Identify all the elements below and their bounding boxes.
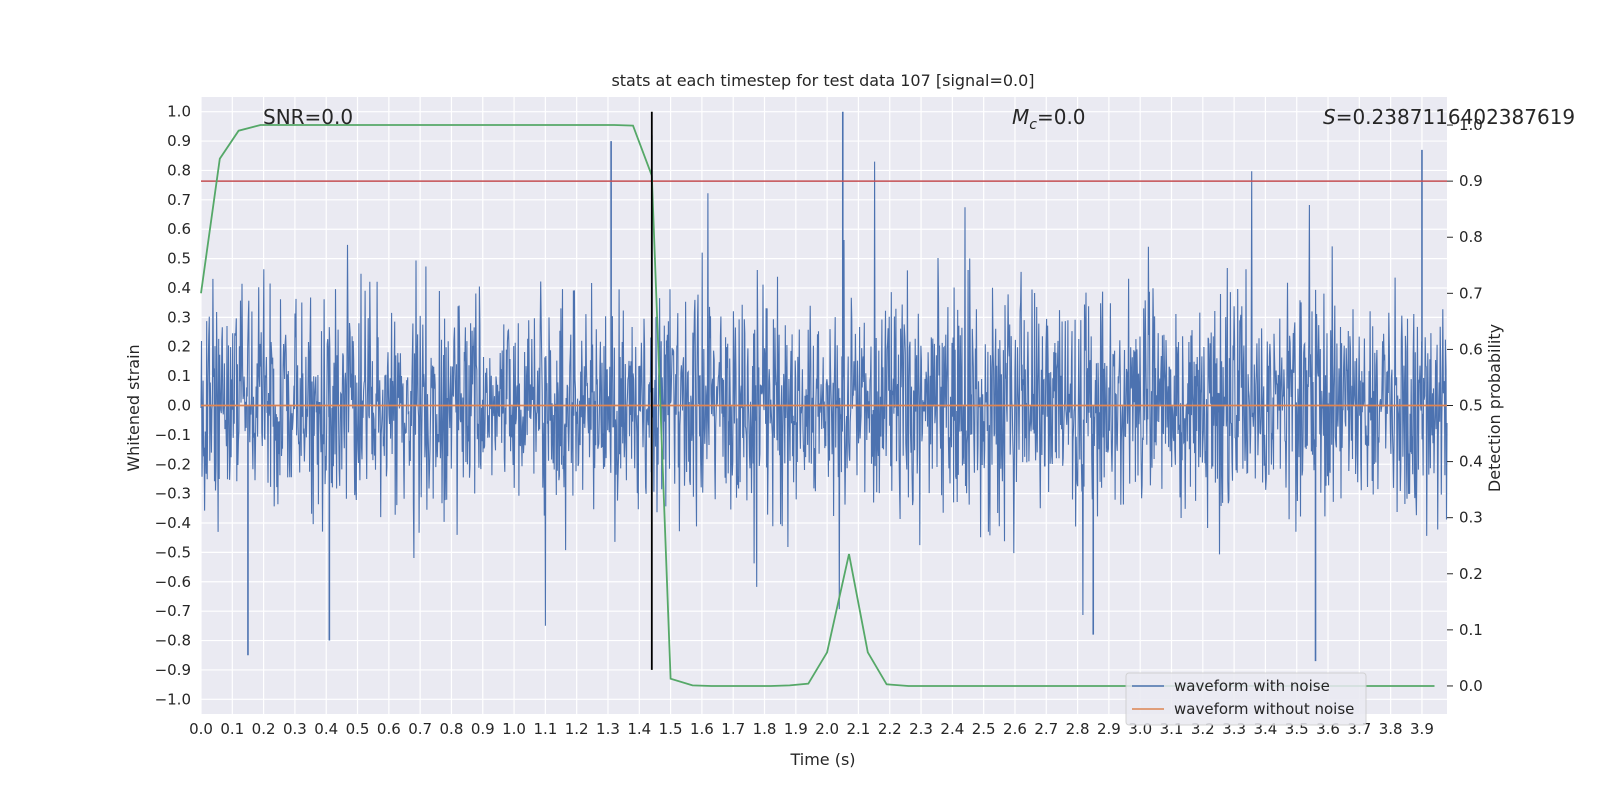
- x-tick-label: 0.1: [220, 720, 244, 738]
- y-axis-label: Whitened strain: [124, 344, 143, 471]
- s-symbol: S: [1323, 105, 1336, 129]
- mc-value: =0.0: [1037, 105, 1086, 129]
- x-tick-label: 1.6: [690, 720, 714, 738]
- y-tick-label: −0.7: [155, 602, 191, 620]
- x-tick-label: 1.8: [753, 720, 777, 738]
- y-tick-label: 1.0: [167, 103, 191, 121]
- y-tick-label: −0.1: [155, 426, 191, 444]
- x-tick-label: 0.6: [377, 720, 401, 738]
- x-tick-label: 3.8: [1379, 720, 1403, 738]
- x-tick-label: 1.9: [784, 720, 808, 738]
- y2-tick-label: 0.9: [1459, 172, 1483, 190]
- legend-label-noise: waveform with noise: [1174, 677, 1330, 695]
- x-tick-label: 2.7: [1034, 720, 1058, 738]
- x-tick-label: 0.5: [346, 720, 370, 738]
- x-tick-label: 1.3: [596, 720, 620, 738]
- y-tick-label: 0.3: [167, 308, 191, 326]
- y-tick-label: 0.1: [167, 367, 191, 385]
- y-tick-label: 0.8: [167, 161, 191, 179]
- x-tick-label: 0.0: [189, 720, 213, 738]
- chart-title: stats at each timestep for test data 107…: [611, 71, 1034, 90]
- mc-symbol: M: [1012, 105, 1029, 129]
- x-tick-label: 2.4: [940, 720, 964, 738]
- y2-tick-label: 0.5: [1459, 397, 1483, 415]
- y2-axis-label: Detection probability: [1485, 324, 1504, 492]
- y-tick-label: −0.5: [155, 543, 191, 561]
- x-tick-label: 2.3: [909, 720, 933, 738]
- x-tick-label: 2.2: [878, 720, 902, 738]
- y2-tick-label: 0.6: [1459, 340, 1483, 358]
- y2-tick-label: 0.3: [1459, 509, 1483, 527]
- snr-annotation: SNR=0.0: [263, 105, 353, 129]
- legend: waveform with noise waveform without noi…: [1125, 672, 1367, 726]
- y-tick-label: 0.9: [167, 132, 191, 150]
- y-tick-label: 0.2: [167, 338, 191, 356]
- x-axis-label: Time (s): [789, 750, 855, 769]
- y-tick-label: 0.7: [167, 191, 191, 209]
- y-tick-label: 0.5: [167, 250, 191, 268]
- y-tick-label: −1.0: [155, 690, 191, 708]
- x-tick-label: 0.3: [283, 720, 307, 738]
- x-tick-label: 2.5: [972, 720, 996, 738]
- y-tick-label: −0.2: [155, 455, 191, 473]
- x-tick-label: 1.2: [565, 720, 589, 738]
- x-tick-label: 0.2: [252, 720, 276, 738]
- x-tick-label: 1.4: [627, 720, 651, 738]
- y-tick-label: −0.9: [155, 661, 191, 679]
- x-tick-label: 2.9: [1097, 720, 1121, 738]
- waveform-with-noise-line: [200, 161, 1448, 626]
- y-tick-label: −0.8: [155, 632, 191, 650]
- y2-tick-label: 0.7: [1459, 284, 1483, 302]
- y2-tick-label: 0.4: [1459, 453, 1483, 471]
- x-tick-label: 3.9: [1410, 720, 1434, 738]
- y2-tick-label: 0.0: [1459, 677, 1483, 695]
- mc-subscript: c: [1029, 117, 1037, 133]
- s-annotation: S=0.2387116402387619: [1323, 105, 1575, 129]
- y2-tick-label: 0.1: [1459, 621, 1483, 639]
- x-tick-label: 2.0: [815, 720, 839, 738]
- y-tick-label: 0.6: [167, 220, 191, 238]
- y-tick-label: −0.4: [155, 514, 191, 532]
- legend-box: [1125, 672, 1367, 726]
- y-tick-label: 0.4: [167, 279, 191, 297]
- legend-label-clean: waveform without noise: [1174, 700, 1354, 718]
- x-tick-label: 2.1: [847, 720, 871, 738]
- x-tick-label: 2.6: [1003, 720, 1027, 738]
- y2-tick-label: 0.2: [1459, 565, 1483, 583]
- s-value: =0.2387116402387619: [1336, 105, 1575, 129]
- y-tick-label: −0.6: [155, 573, 191, 591]
- series-waveform-with-noise: [200, 111, 1448, 662]
- mc-annotation: Mc=0.0: [1012, 105, 1086, 133]
- y2-tick-label: 1.0: [1459, 116, 1483, 134]
- x-tick-label: 1.5: [659, 720, 683, 738]
- x-tick-label: 1.7: [721, 720, 745, 738]
- x-tick-label: 0.7: [408, 720, 432, 738]
- x-tick-label: 0.9: [471, 720, 495, 738]
- y-tick-label: 0.0: [167, 397, 191, 415]
- x-tick-label: 0.4: [314, 720, 338, 738]
- x-tick-label: 2.8: [1066, 720, 1090, 738]
- x-tick-label: 0.8: [440, 720, 464, 738]
- x-tick-label: 1.0: [502, 720, 526, 738]
- x-tick-label: 1.1: [533, 720, 557, 738]
- y2-tick-label: 0.8: [1459, 228, 1483, 246]
- y-tick-label: −0.3: [155, 485, 191, 503]
